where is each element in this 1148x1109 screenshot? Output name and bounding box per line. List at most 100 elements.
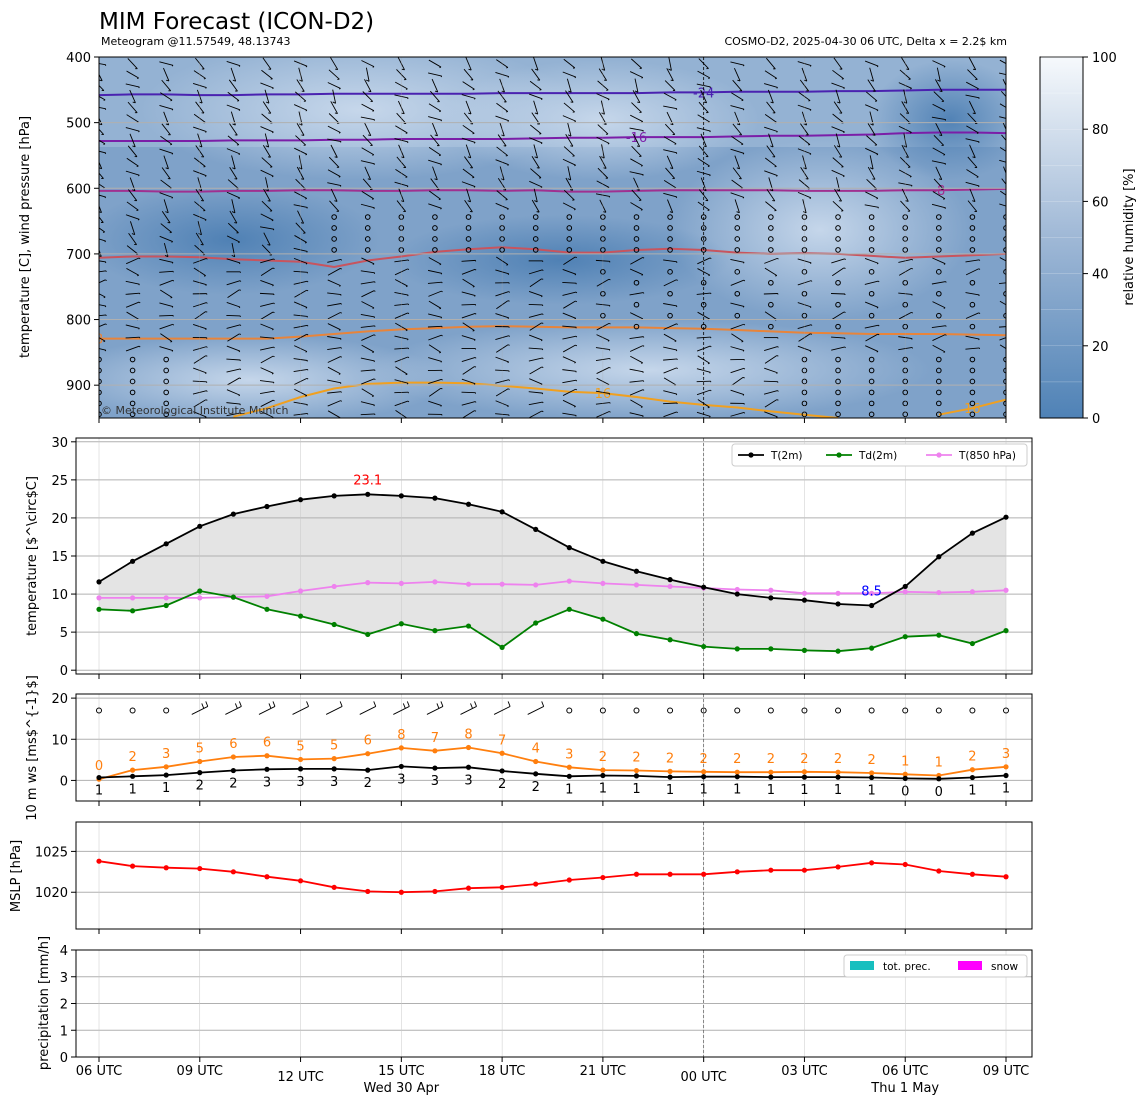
- data-point: [96, 579, 101, 584]
- data-point: [735, 646, 740, 651]
- wind-barb-icon: [944, 352, 945, 353]
- data-point: [332, 584, 337, 589]
- wind-barb-icon: [360, 706, 376, 714]
- mean-label: 3: [296, 775, 304, 790]
- data-point: [432, 628, 437, 633]
- data-point: [667, 637, 672, 642]
- wind-barb-icon: [442, 379, 443, 380]
- wind-barb-icon: [272, 220, 273, 221]
- wind-barb-icon: [272, 88, 273, 89]
- wind-barb-icon: [205, 220, 206, 221]
- legend-marker: [936, 452, 941, 457]
- wind-barb-icon: [272, 132, 273, 133]
- data-point: [802, 598, 807, 603]
- data-point: [130, 864, 135, 869]
- data-point: [96, 859, 101, 864]
- isotherm-label: -8: [932, 184, 945, 199]
- wind-barb-icon: [206, 329, 207, 330]
- mean-label: 1: [834, 783, 842, 798]
- data-point: [500, 509, 505, 514]
- wind-barb-icon: [709, 416, 710, 417]
- wind-barb-icon: [642, 275, 643, 276]
- wind-barb-icon: [138, 175, 139, 176]
- wind-barb-icon: [575, 257, 577, 258]
- wind-barb-icon: [537, 212, 540, 213]
- tick-label: 600: [66, 182, 91, 197]
- wind-barb-icon: [979, 142, 980, 143]
- gust-label: 4: [532, 741, 540, 756]
- wind-barb-icon: [301, 135, 304, 136]
- wind-barb-icon: [541, 296, 542, 297]
- wind-barb-icon: [305, 396, 306, 397]
- wind-barb-icon: [508, 165, 509, 166]
- wind-barb-icon: [811, 325, 812, 326]
- mean-label: 3: [464, 773, 472, 788]
- wind-barb-icon: [172, 351, 173, 352]
- gust-label: 5: [330, 739, 338, 754]
- data-point: [936, 590, 941, 595]
- data-point: [365, 889, 370, 894]
- wind-barb-icon: [810, 198, 811, 199]
- wind-grid: [76, 694, 1032, 801]
- wind-barb-icon: [811, 281, 812, 282]
- wind-barb-icon: [139, 302, 140, 303]
- gust-label: 7: [498, 733, 506, 748]
- data-point: [197, 588, 202, 593]
- data-point: [231, 869, 236, 874]
- temperature-legend: T(2m)Td(2m)T(850 hPa): [732, 444, 1027, 466]
- wind-barb-icon: [940, 91, 943, 92]
- wind-barb-icon: [172, 109, 173, 110]
- tick-label: 400: [66, 51, 91, 66]
- wind-barb-icon: [744, 324, 745, 325]
- data-point: [399, 493, 404, 498]
- wind-barb-icon: [810, 307, 811, 308]
- data-point: [1003, 764, 1008, 769]
- data-point: [802, 769, 807, 774]
- wind-barb-icon: [509, 292, 510, 293]
- data-point: [970, 641, 975, 646]
- wind-barb-icon: [777, 400, 779, 401]
- data-point: [1003, 874, 1008, 879]
- tick-label: 80: [1092, 123, 1109, 138]
- gust-label: 2: [767, 752, 775, 767]
- wind-barb-icon: [575, 318, 576, 319]
- data-point: [600, 875, 605, 880]
- data-point: [96, 775, 101, 780]
- mean-label: 3: [431, 774, 439, 789]
- y-axis-label: precipitation [mm/h]: [37, 936, 52, 1070]
- wind-barb-icon: [910, 176, 911, 177]
- data-point: [600, 617, 605, 622]
- extreme-label: 8.5: [861, 584, 882, 599]
- circle-icon: [869, 708, 874, 713]
- time-tick-label: 00 UTC: [680, 1070, 726, 1085]
- wind-barb-icon: [810, 154, 811, 155]
- wind-barb-icon: [206, 303, 207, 304]
- wind-barb-icon: [643, 390, 644, 391]
- wind-barb-icon: [1006, 91, 1009, 92]
- tick-label: 15: [51, 550, 68, 565]
- data-point: [231, 768, 236, 773]
- time-tick-label: 18 UTC: [479, 1064, 525, 1079]
- data-point: [466, 623, 471, 628]
- wind-barb-icon: [407, 701, 409, 706]
- data-point: [903, 584, 908, 589]
- wind-barb-icon: [239, 198, 240, 199]
- wind-barb-icon: [207, 347, 208, 348]
- tick-label: 1025: [35, 845, 68, 860]
- gust-label: 8: [397, 728, 405, 743]
- wind-barb-icon: [508, 121, 509, 122]
- data-point: [432, 748, 437, 753]
- wind-barb-icon: [945, 120, 946, 121]
- wind-barb-icon: [475, 269, 476, 270]
- gust-label: 3: [162, 747, 170, 762]
- time-tick-label: 06 UTC: [882, 1064, 928, 1079]
- data-point: [903, 589, 908, 594]
- wind-barb-icon: [641, 407, 643, 408]
- mean-label: 1: [666, 783, 674, 798]
- wind-barb-icon: [205, 132, 206, 133]
- wind-barb-icon: [407, 383, 408, 384]
- wind-barb-icon: [339, 177, 340, 178]
- wind-barb-icon: [979, 339, 980, 340]
- data-point: [197, 759, 202, 764]
- data-point: [567, 579, 572, 584]
